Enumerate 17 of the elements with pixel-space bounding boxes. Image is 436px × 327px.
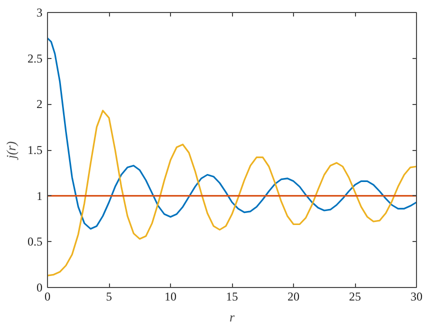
y-tick-label: 1 — [36, 188, 42, 203]
x-tick-label: 25 — [349, 290, 361, 304]
y-axis-title: j(r) — [4, 141, 18, 161]
x-tick-label: 20 — [288, 290, 300, 304]
y-tick-label: 2 — [36, 97, 42, 112]
y-tick-label: 0.5 — [28, 234, 42, 249]
y-tick-label: 2.5 — [28, 51, 42, 66]
x-tick-label: 5 — [106, 290, 112, 304]
x-axis-title: r — [229, 310, 236, 324]
y-tick-label: 0 — [36, 280, 42, 294]
x-tick-label: 30 — [410, 290, 422, 304]
line-series — [48, 37, 416, 230]
x-tick-label: 10 — [164, 290, 176, 304]
line-series — [48, 110, 416, 276]
y-tick-label: 3 — [36, 6, 42, 20]
x-tick-label: 15 — [226, 290, 238, 304]
y-tick-label: 1.5 — [28, 143, 42, 157]
